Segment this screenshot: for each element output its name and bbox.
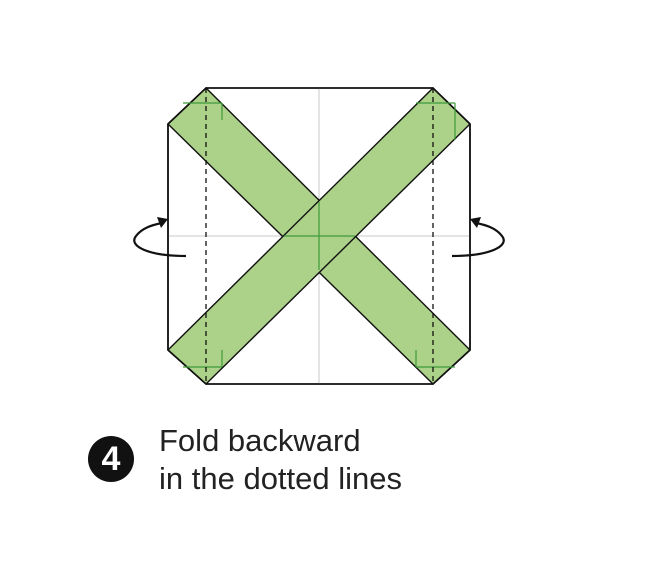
curved-arrow-icon (133, 217, 187, 258)
instruction-line-1: Fold backward (159, 423, 361, 458)
instruction-line-2: in the dotted lines (159, 461, 403, 496)
step-number-badge: 4 (88, 436, 134, 482)
step-instruction: Fold backward in the dotted lines (159, 422, 402, 498)
paper-outline-top (167, 87, 471, 125)
curved-arrow-icon (451, 217, 505, 258)
band-creases (183, 102, 456, 368)
